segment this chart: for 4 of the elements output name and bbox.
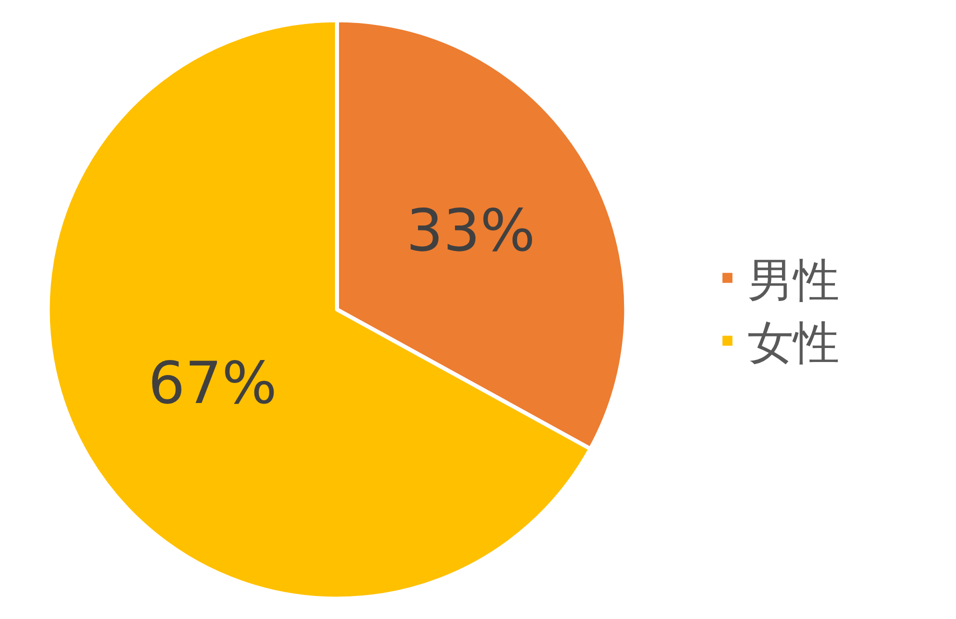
- data-label: 33%: [406, 196, 536, 264]
- legend-label: 女性: [747, 316, 840, 370]
- legend-label: 男性: [747, 252, 840, 307]
- data-label: 67%: [148, 349, 277, 418]
